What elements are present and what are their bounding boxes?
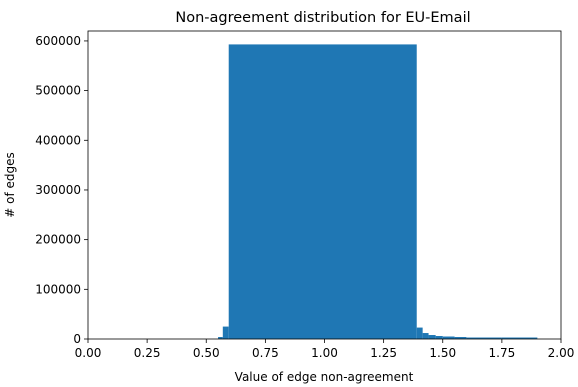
histogram-bar <box>228 44 417 339</box>
x-tick-label: 1.25 <box>370 346 397 360</box>
histogram-bar <box>222 326 229 339</box>
y-tick-label: 0 <box>73 332 81 346</box>
histogram-bar <box>466 337 502 339</box>
histogram-bar <box>454 337 467 339</box>
histogram-bar <box>218 337 223 339</box>
chart-title: Non-agreement distribution for EU-Email <box>175 10 470 26</box>
x-tick-label: 0.50 <box>193 346 220 360</box>
histogram-bar <box>416 327 423 339</box>
y-tick-label: 500000 <box>35 84 81 98</box>
y-tick-label: 600000 <box>35 34 81 48</box>
x-tick-label: 2.00 <box>548 346 575 360</box>
x-tick-label: 1.75 <box>489 346 516 360</box>
y-axis-label: # of edges <box>3 152 17 218</box>
y-tick-label: 200000 <box>35 233 81 247</box>
y-tick-label: 100000 <box>35 282 81 296</box>
histogram-bars <box>218 44 538 339</box>
x-axis-ticks: 0.00 0.25 0.50 0.75 1.00 1.25 1.50 1.75 2.00 <box>75 339 575 360</box>
histogram-bar <box>435 336 443 339</box>
x-tick-label: 0.25 <box>134 346 161 360</box>
x-tick-label: 1.50 <box>429 346 456 360</box>
histogram-bar <box>442 336 455 339</box>
x-axis-label: Value of edge non-agreement <box>235 370 414 384</box>
histogram-bar <box>501 337 538 339</box>
histogram-bar <box>428 335 436 339</box>
x-tick-label: 0.00 <box>75 346 102 360</box>
y-tick-label: 300000 <box>35 183 81 197</box>
y-tick-label: 400000 <box>35 133 81 147</box>
y-axis-ticks: 0 100000 200000 300000 400000 500000 600000 <box>35 34 88 346</box>
histogram-bar <box>422 333 429 339</box>
x-tick-label: 1.00 <box>311 346 338 360</box>
x-tick-label: 0.75 <box>252 346 279 360</box>
